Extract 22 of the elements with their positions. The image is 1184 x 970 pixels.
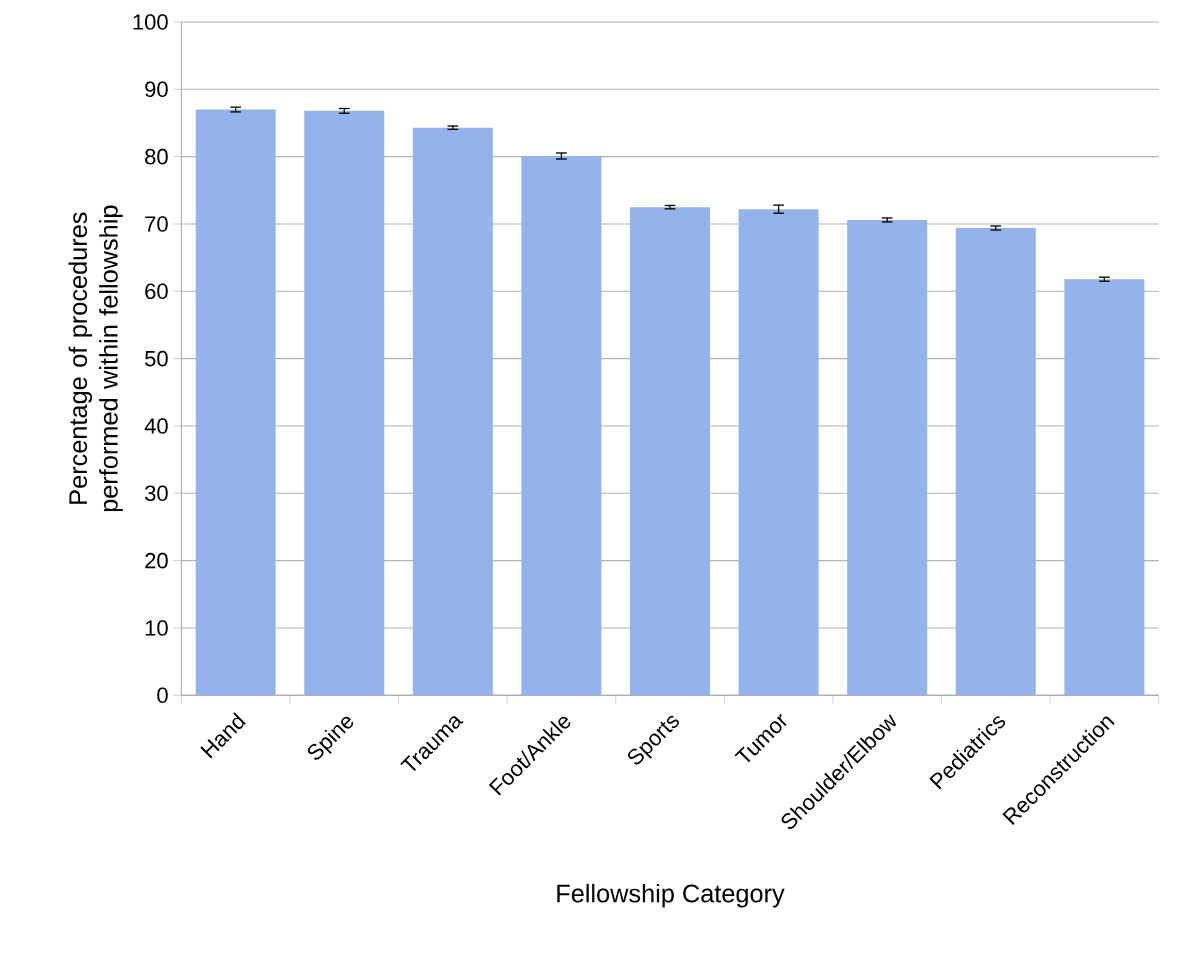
bar [412,127,493,696]
y-tick-label: 70 [145,216,168,232]
y-tick-label: 0 [157,687,168,704]
bar [955,228,1036,696]
y-tick-label: 40 [144,418,168,434]
bar [630,207,710,696]
y-tick-label: 30 [145,485,168,502]
y-tick-label: 90 [145,81,168,98]
y-tick-label: 60 [145,283,168,300]
y-tick-label: 20 [145,552,168,569]
y-tick-label: 100 [133,14,168,30]
y-tick-label: 50 [145,350,168,367]
y-tick-label: 10 [145,620,168,636]
bar [521,155,602,696]
bar [195,109,276,696]
x-axis-title: Fellowship Category [557,883,785,908]
bar [304,110,385,696]
bar [847,219,928,696]
bar [738,209,819,696]
bar [1064,279,1145,696]
y-tick-label: 80 [145,148,168,165]
y-axis-title: Percentage of procedures performed within fellowship [68,205,123,512]
